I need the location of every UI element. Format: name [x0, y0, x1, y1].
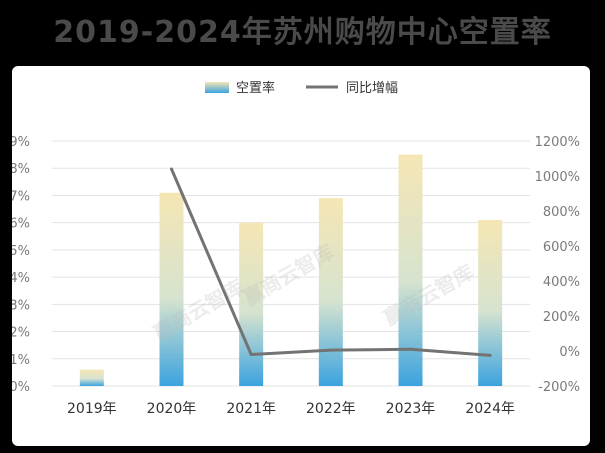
chart-panel: 空置率 同比增幅 0% 1% 2% 3% 4% 5% 6% 7% 8% 9% -200% 0% 200… — [12, 66, 590, 446]
watermark-text: 赢商云智库 — [379, 260, 478, 331]
y-right-tick-label: 600% — [543, 240, 580, 255]
y-left-tick-label: 8% — [12, 162, 30, 177]
y-axis-left: 0% 1% 2% 3% 4% 5% 6% 7% 8% 9% — [12, 135, 30, 395]
y-right-tick-label: 200% — [543, 310, 580, 325]
x-tick-label: 2020年 — [147, 401, 197, 417]
bar — [398, 154, 423, 386]
y-left-tick-label: 3% — [12, 298, 30, 313]
x-tick-label: 2021年 — [226, 401, 276, 417]
bar-series — [79, 154, 503, 386]
x-tick-label: 2023年 — [386, 401, 436, 417]
y-right-tick-label: 1200% — [535, 135, 580, 150]
page-title: 2019-2024年苏州购物中心空置率 — [53, 15, 552, 50]
line-point — [409, 347, 412, 351]
y-left-tick-label: 0% — [12, 380, 30, 395]
y-right-tick-label: -200% — [538, 380, 580, 395]
line-point — [249, 353, 253, 356]
y-right-tick-label: 1000% — [535, 170, 580, 185]
bar — [79, 369, 104, 386]
legend-label-growth: 同比增幅 — [346, 81, 398, 96]
combo-chart: 空置率 同比增幅 0% 1% 2% 3% 4% 5% 6% 7% 8% 9% -200% 0% 200… — [12, 80, 580, 417]
y-left-tick-label: 5% — [12, 244, 30, 259]
x-tick-label: 2019年 — [67, 401, 117, 417]
gridlines — [52, 140, 530, 387]
line-point — [488, 353, 492, 357]
bar — [318, 198, 343, 386]
y-left-tick-label: 7% — [12, 189, 30, 204]
bar — [239, 222, 264, 386]
legend: 空置率 同比增幅 — [205, 80, 398, 96]
y-right-tick-label: 400% — [543, 275, 580, 290]
y-axis-right: -200% 0% 200% 400% 600% 800% 1000% 1200% — [535, 135, 580, 395]
legend-swatch-vacancy — [205, 82, 229, 93]
line-point — [170, 167, 173, 171]
y-left-tick-label: 9% — [12, 135, 30, 150]
y-left-tick-label: 1% — [12, 353, 30, 368]
line-series — [170, 167, 492, 357]
line-point — [329, 348, 333, 352]
legend-label-vacancy: 空置率 — [236, 80, 275, 96]
bar — [478, 219, 503, 386]
x-tick-label: 2024年 — [465, 401, 515, 417]
x-axis: 2019年 2020年 2021年 2022年 2023年 2024年 — [67, 401, 515, 417]
y-left-tick-label: 4% — [12, 271, 30, 286]
x-tick-label: 2022年 — [306, 401, 356, 417]
y-left-tick-label: 6% — [12, 217, 30, 232]
bar — [159, 192, 184, 386]
y-left-tick-label: 2% — [12, 326, 30, 341]
y-right-tick-label: 800% — [543, 205, 580, 220]
y-right-tick-label: 0% — [559, 345, 580, 360]
